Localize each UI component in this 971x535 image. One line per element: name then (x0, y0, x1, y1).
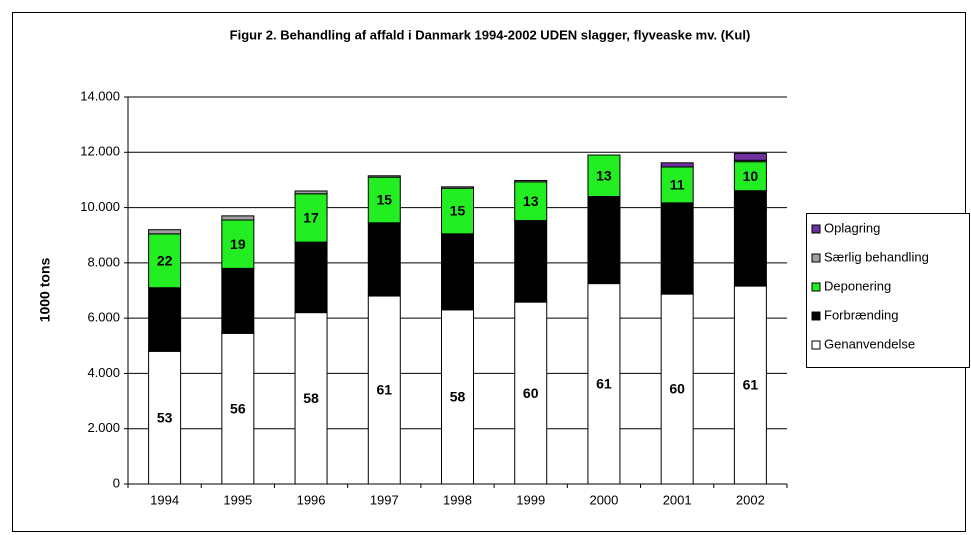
legend-label: Oplagring (824, 220, 880, 235)
data-label: 61 (743, 377, 759, 393)
bar-segment (367, 175, 401, 178)
data-label: 60 (523, 385, 539, 401)
bar-segment (367, 176, 401, 224)
bar-segment (221, 267, 255, 334)
legend-swatch (811, 253, 821, 263)
x-tick-label: 2002 (736, 492, 765, 507)
y-tick-label: 14.000 (80, 88, 120, 103)
data-label: 15 (376, 192, 392, 208)
data-label: 53 (157, 409, 173, 425)
bar-segment (660, 293, 694, 485)
data-label: 26 (596, 232, 612, 248)
x-tick-label: 1999 (516, 492, 545, 507)
data-label: 58 (303, 390, 319, 406)
data-label: 13 (596, 167, 612, 183)
bar-segment (660, 166, 694, 204)
y-tick-label: 6.000 (87, 310, 120, 325)
legend-label: Forbrænding (824, 307, 898, 322)
bar-segment (148, 229, 182, 235)
data-label: 24 (230, 293, 246, 309)
legend-swatch (811, 311, 821, 321)
y-tick-label: 4.000 (87, 365, 120, 380)
data-label: 28 (669, 240, 685, 256)
bar-segment (148, 287, 182, 352)
data-label: 27 (523, 253, 539, 269)
bar-segment (221, 332, 255, 485)
legend-swatch (811, 282, 821, 292)
bar-segment (294, 190, 328, 195)
y-tick-label: 0 (113, 475, 120, 490)
bar-segment (148, 350, 182, 485)
y-tick-label: 12.000 (80, 144, 120, 159)
data-label: 19 (230, 236, 246, 252)
bar-segment (148, 233, 182, 289)
bar-segment (367, 295, 401, 485)
bar-segment (441, 186, 474, 189)
data-label: 24 (303, 269, 319, 285)
bar-segment (587, 154, 621, 198)
legend-swatch (811, 224, 821, 234)
x-tick-label: 1996 (297, 492, 326, 507)
bar-segment (367, 222, 401, 297)
legend (806, 213, 970, 368)
bar-segment (221, 215, 255, 221)
y-tick-label: 2.000 (87, 420, 120, 435)
data-label: 60 (669, 381, 685, 397)
data-label: 61 (376, 382, 392, 398)
bar-segment (514, 181, 548, 222)
y-axis-label: 1000 tons (37, 257, 53, 322)
chart-title: Figur 2. Behandling af affald i Danmark … (230, 27, 751, 42)
bar-segment (587, 196, 621, 285)
data-label: 56 (230, 400, 246, 416)
bar-segment (514, 179, 548, 183)
legend-label: Genanvendelse (824, 336, 915, 351)
bar-segment (587, 283, 621, 485)
bar-segment (733, 152, 767, 161)
data-label: 25 (450, 264, 466, 280)
data-label: 15 (450, 203, 466, 219)
bar-segment (514, 220, 548, 303)
data-label: 17 (303, 210, 319, 226)
data-label: 11 (670, 177, 685, 193)
x-tick-label: 1995 (223, 492, 252, 507)
data-label: 61 (596, 375, 612, 391)
data-label: 24 (376, 251, 392, 267)
legend-swatch (811, 340, 821, 350)
data-label: 28 (743, 230, 759, 246)
bar-segment (660, 162, 694, 168)
bar-segment (294, 241, 328, 314)
data-label: 13 (523, 193, 539, 209)
bar-segment (294, 312, 328, 485)
data-label: 58 (450, 389, 466, 405)
bar-segment (733, 161, 767, 192)
y-tick-label: 8.000 (87, 254, 120, 269)
legend-label: Deponering (824, 278, 891, 293)
x-tick-label: 1998 (443, 492, 472, 507)
x-tick-label: 2001 (663, 492, 692, 507)
data-label: 24 (157, 311, 173, 327)
bar-segment (221, 219, 255, 269)
data-label: 10 (743, 168, 759, 184)
data-label: 22 (157, 252, 173, 268)
y-tick-label: 10.000 (80, 199, 120, 214)
legend-label: Særlig behandling (824, 249, 929, 264)
x-tick-label: 1997 (370, 492, 399, 507)
x-tick-label: 1994 (150, 492, 179, 507)
x-tick-label: 2000 (589, 492, 618, 507)
